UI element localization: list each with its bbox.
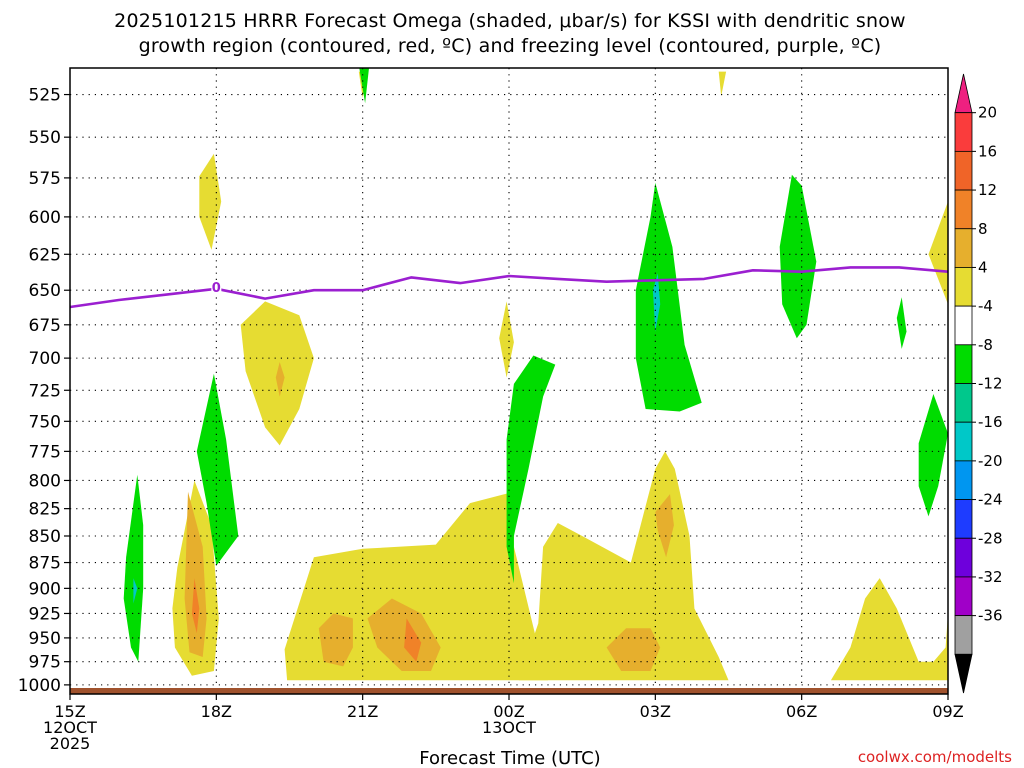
- omega-region-15: [404, 618, 422, 662]
- colorbar-tick-label-3: 8: [978, 220, 988, 238]
- omega-region-8: [518, 451, 729, 681]
- colorbar-bin-6: [954, 305, 973, 346]
- y-tick-label-825: 825: [29, 500, 61, 520]
- omega-shading-layer: [123, 68, 948, 681]
- colorbar-tick-label-4: 4: [978, 258, 988, 276]
- colorbar-bin-15: [954, 653, 973, 694]
- y-tick-label-775: 775: [29, 442, 61, 462]
- omega-region-0: [199, 153, 222, 250]
- y-axis-pressure-ticks: 525 550 575 600 625 650 675 700 725 750 775 800 825 8…: [18, 86, 70, 696]
- y-tick-label-800: 800: [29, 471, 61, 491]
- colorbar-bin-4: [954, 228, 973, 268]
- x-tick-label-0-0: 15Z: [54, 702, 85, 721]
- colorbar-tick-label-6: -8: [978, 336, 993, 354]
- y-tick-label-600: 600: [29, 208, 61, 228]
- x-tick-label-3-1: 13OCT: [482, 718, 536, 737]
- omega-region-11: [191, 578, 200, 634]
- freezing-level-contour: 0: [69, 266, 949, 309]
- x-tick-label-0-1: 12OCT: [43, 718, 97, 737]
- omega-region-3: [928, 201, 948, 305]
- omega-region-16: [606, 628, 661, 671]
- colorbar-bin-10: [954, 460, 973, 500]
- freezing-level-label: 0: [212, 281, 221, 296]
- colorbar-tick-label-2: 12: [978, 181, 997, 199]
- y-tick-label-750: 750: [29, 412, 61, 432]
- omega-region-12: [275, 362, 285, 397]
- colorbar-bin-8: [954, 383, 973, 423]
- y-tick-label-650: 650: [29, 281, 61, 301]
- y-tick-label-550: 550: [29, 128, 61, 148]
- colorbar-tick-label-1: 16: [978, 142, 997, 160]
- x-tick-label-1-0: 18Z: [201, 702, 232, 721]
- x-tick-label-3-0: 00Z: [493, 702, 524, 721]
- y-tick-label-700: 700: [29, 349, 61, 369]
- omega-region-19: [123, 474, 144, 662]
- y-tick-label-975: 975: [29, 653, 61, 673]
- omega-region-2: [718, 71, 727, 97]
- colorbar-bin-13: [954, 576, 973, 617]
- source-credit: coolwx.com/modelts: [858, 748, 1012, 766]
- y-tick-label-525: 525: [29, 86, 61, 106]
- colorbar-bin-7: [954, 344, 973, 384]
- omega-region-17: [655, 494, 674, 558]
- omega-region-24: [652, 273, 661, 332]
- colorbar-bin-1: [954, 112, 973, 152]
- colorbar-tick-label-13: -36: [978, 607, 1003, 625]
- colorbar-tick-label-9: -20: [978, 452, 1003, 470]
- chart-title-line-1: 2025101215 HRRR Forecast Omega (shaded, …: [114, 10, 906, 32]
- chart-title-line-2: growth region (contoured, red, ºC) and f…: [139, 35, 882, 57]
- freezing-label-bg: [211, 281, 222, 294]
- omega-region-27: [918, 394, 948, 517]
- omega-region-14: [367, 598, 441, 671]
- colorbar-bin-14: [954, 615, 973, 655]
- y-tick-label-875: 875: [29, 554, 61, 574]
- grid-lines: [70, 68, 948, 694]
- colorbar-tick-label-10: -24: [978, 491, 1003, 509]
- omega-region-26: [896, 297, 907, 349]
- omega-region-20: [133, 578, 138, 604]
- y-tick-label-900: 900: [29, 579, 61, 599]
- y-tick-label-675: 675: [29, 316, 61, 336]
- colorbar-bin-12: [954, 537, 973, 578]
- x-tick-label-6-0: 09Z: [932, 702, 963, 721]
- colorbar-tick-label-11: -28: [978, 529, 1003, 547]
- colorbar-tick-label-5: -4: [978, 297, 993, 315]
- colorbar-tick-label-0: 20: [978, 104, 997, 122]
- omega-region-25: [779, 174, 817, 339]
- colorbar-bin-3: [954, 189, 973, 230]
- omega-region-5: [499, 301, 514, 378]
- x-axis-label: Forecast Time (UTC): [419, 748, 600, 768]
- y-tick-label-625: 625: [29, 245, 61, 265]
- colorbar-tick-label-8: -16: [978, 413, 1003, 431]
- colorbar-tick-label-12: -32: [978, 568, 1003, 586]
- omega-region-18: [359, 68, 370, 104]
- y-tick-label-850: 850: [29, 527, 61, 547]
- colorbar-bin-11: [954, 499, 973, 539]
- omega-region-23: [635, 182, 702, 412]
- y-tick-label-575: 575: [29, 169, 61, 189]
- surface-terrain-band: [70, 688, 948, 694]
- omega-region-10: [184, 491, 207, 657]
- y-tick-label-925: 925: [29, 604, 61, 624]
- omega-region-22: [506, 355, 556, 584]
- colorbar-bin-9: [954, 421, 973, 462]
- omega-region-13: [318, 613, 353, 667]
- x-tick-label-0-2: 2025: [50, 734, 91, 753]
- colorbar-bin-5: [954, 267, 973, 307]
- colorbar-bin-2: [954, 150, 973, 191]
- x-tick-label-2-0: 21Z: [347, 702, 378, 721]
- colorbar-tick-label-7: -12: [978, 375, 1003, 393]
- y-tick-label-1000: 1000: [18, 676, 61, 696]
- colorbar-legend: 20 16 12 8 4 -4 -8 -12 -16 -20 -24 -28 -32 -36: [954, 73, 1003, 694]
- x-tick-label-4-0: 03Z: [640, 702, 671, 721]
- y-tick-label-950: 950: [29, 629, 61, 649]
- x-tick-label-5-0: 06Z: [786, 702, 817, 721]
- omega-region-9: [830, 578, 948, 681]
- colorbar-bin-0: [954, 73, 973, 114]
- y-tick-label-725: 725: [29, 381, 61, 401]
